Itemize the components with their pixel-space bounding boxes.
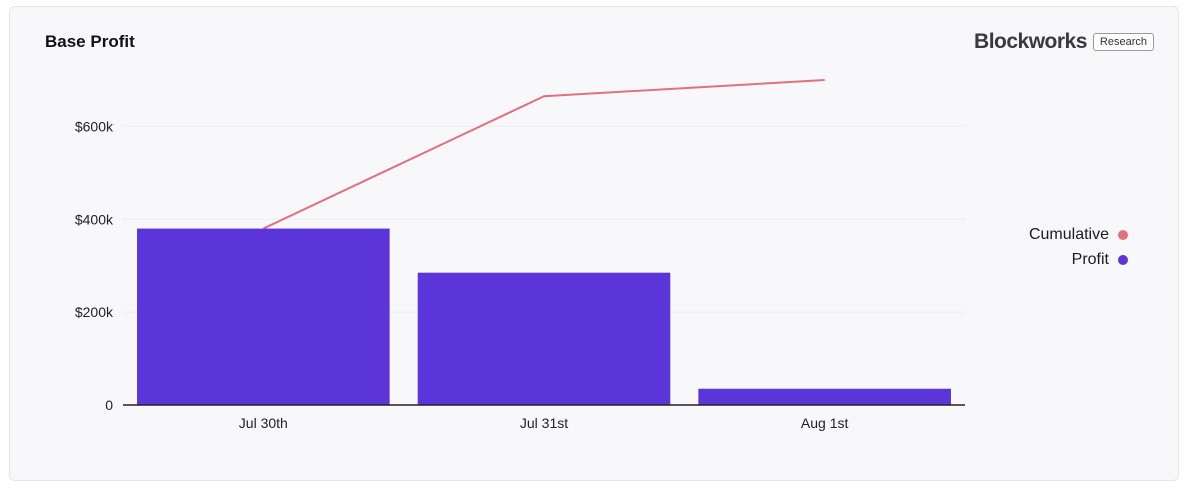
legend-label-profit: Profit xyxy=(1071,250,1109,268)
brand: Blockworks Research xyxy=(974,30,1154,54)
y-tick-label: $400k xyxy=(75,211,114,227)
y-tick-label: 0 xyxy=(105,397,113,413)
y-tick-label: $200k xyxy=(75,304,114,320)
legend-dot-profit xyxy=(1118,254,1128,265)
legend-item-cumulative[interactable]: Cumulative xyxy=(1029,222,1128,247)
bar-profit xyxy=(137,228,390,405)
x-tick-label: Aug 1st xyxy=(801,415,849,431)
legend-dot-cumulative xyxy=(1118,229,1128,240)
bar-profit xyxy=(417,272,671,405)
legend-item-profit[interactable]: Profit xyxy=(1029,247,1128,272)
legend-label-cumulative: Cumulative xyxy=(1028,225,1109,243)
legend: Cumulative Profit xyxy=(1029,222,1128,272)
brand-logo: Blockworks xyxy=(974,30,1087,53)
chart-title: Base Profit xyxy=(45,32,135,51)
series-line-cumulative xyxy=(262,79,825,230)
y-tick-label: $600k xyxy=(75,118,114,134)
x-tick-label: Jul 31st xyxy=(520,415,568,431)
x-tick-label: Jul 30th xyxy=(239,415,288,431)
research-badge: Research xyxy=(1092,33,1154,51)
bar-profit xyxy=(698,388,951,405)
